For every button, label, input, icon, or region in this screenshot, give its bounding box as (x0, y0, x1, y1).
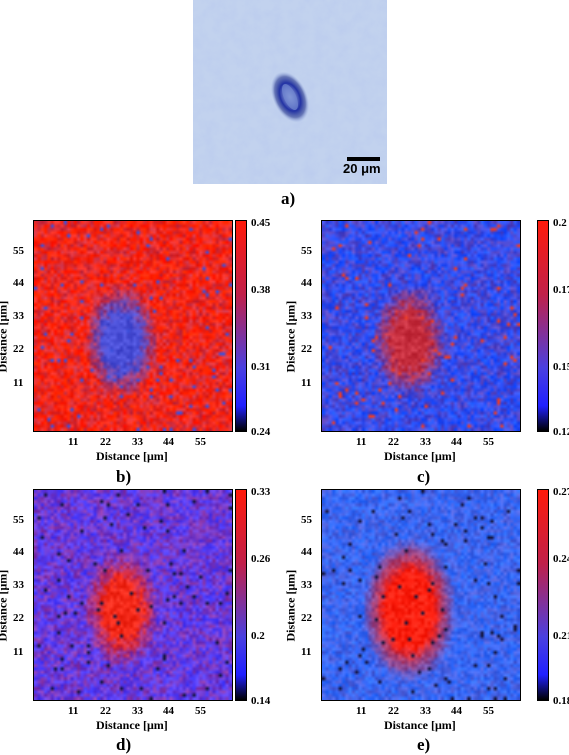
heatmap-b (33, 220, 233, 432)
colorbar-tick-d-3: 0.14 (251, 695, 271, 707)
y-axis-label-d: Distance [μm] (0, 569, 10, 642)
y-tick-d-1: 44 (13, 546, 24, 558)
x-tick-b-0: 11 (68, 436, 79, 448)
y-tick-b-0: 55 (13, 245, 24, 257)
x-tick-c-1: 22 (388, 436, 399, 448)
panel-label-b: b) (116, 467, 132, 486)
x-axis-label-e: Distance [μm] (384, 718, 456, 732)
x-tick-c-4: 55 (483, 436, 494, 448)
y-tick-d-0: 55 (13, 514, 24, 526)
colorbar-tick-d-0: 0.33 (251, 486, 271, 498)
y-tick-e-4: 11 (301, 646, 312, 658)
panel-label-c: c) (417, 467, 431, 486)
colorbar-tick-c-0: 0.2 (553, 217, 567, 229)
panel-label-d: d) (116, 735, 132, 754)
y-tick-d-2: 33 (13, 579, 24, 591)
colorbar-tick-b-3: 0.24 (251, 426, 271, 438)
y-axis-label-c: Distance [μm] (283, 300, 298, 373)
x-tick-e-1: 22 (388, 705, 399, 717)
colorbar-tick-e-3: 0.18 (553, 695, 569, 707)
x-tick-d-0: 11 (68, 705, 79, 717)
y-axis-label-e: Distance [μm] (283, 569, 298, 642)
y-tick-c-3: 22 (301, 343, 312, 355)
y-tick-c-4: 11 (301, 377, 312, 389)
x-axis-label-c: Distance [μm] (384, 449, 456, 463)
colorbar-b (235, 220, 247, 432)
y-tick-c-0: 55 (301, 245, 312, 257)
x-tick-c-2: 33 (420, 436, 431, 448)
colorbar-e (537, 489, 549, 701)
colorbar-tick-c-1: 0.17 (553, 284, 569, 296)
x-tick-e-0: 11 (356, 705, 367, 717)
y-tick-b-2: 33 (13, 310, 24, 322)
x-axis-label-b: Distance [μm] (96, 449, 168, 463)
colorbar-tick-b-1: 0.38 (251, 284, 271, 296)
x-tick-d-1: 22 (100, 705, 111, 717)
y-tick-c-1: 44 (301, 277, 312, 289)
colorbar-tick-d-2: 0.2 (251, 630, 265, 642)
x-tick-e-4: 55 (483, 705, 494, 717)
x-tick-c-3: 44 (451, 436, 462, 448)
x-tick-b-2: 33 (132, 436, 143, 448)
heatmap-c (321, 220, 521, 432)
colorbar-tick-b-0: 0.45 (251, 217, 271, 229)
colorbar-c (537, 220, 549, 432)
y-tick-e-0: 55 (301, 514, 312, 526)
colorbar-tick-c-2: 0.15 (553, 361, 569, 373)
y-tick-b-4: 11 (13, 377, 24, 389)
scale-bar (347, 157, 380, 161)
colorbar-tick-e-2: 0.21 (553, 630, 569, 642)
x-tick-b-3: 44 (163, 436, 174, 448)
x-tick-d-4: 55 (195, 705, 206, 717)
y-tick-b-3: 22 (13, 343, 24, 355)
colorbar-tick-d-1: 0.26 (251, 553, 271, 565)
x-axis-label-d: Distance [μm] (96, 718, 168, 732)
colorbar-tick-e-0: 0.27 (553, 486, 569, 498)
colorbar-d (235, 489, 247, 701)
panel-label-e: e) (417, 735, 431, 754)
y-tick-b-1: 44 (13, 277, 24, 289)
x-tick-b-4: 55 (195, 436, 206, 448)
y-axis-label-b: Distance [μm] (0, 300, 10, 373)
heatmap-d (33, 489, 233, 701)
y-tick-e-3: 22 (301, 612, 312, 624)
x-tick-e-3: 44 (451, 705, 462, 717)
heatmap-e (321, 489, 521, 701)
y-tick-e-1: 44 (301, 546, 312, 558)
colorbar-tick-b-2: 0.31 (251, 361, 271, 373)
optical-micrograph (193, 0, 387, 184)
x-tick-e-2: 33 (420, 705, 431, 717)
x-tick-d-3: 44 (163, 705, 174, 717)
y-tick-c-2: 33 (301, 310, 312, 322)
y-tick-d-4: 11 (13, 646, 24, 658)
x-tick-c-0: 11 (356, 436, 367, 448)
colorbar-tick-c-3: 0.12 (553, 426, 569, 438)
panel-label-a: a) (281, 189, 296, 208)
colorbar-tick-e-1: 0.24 (553, 553, 569, 565)
x-tick-b-1: 22 (100, 436, 111, 448)
y-tick-e-2: 33 (301, 579, 312, 591)
x-tick-d-2: 33 (132, 705, 143, 717)
scale-bar-label: 20 μm (343, 161, 381, 176)
y-tick-d-3: 22 (13, 612, 24, 624)
